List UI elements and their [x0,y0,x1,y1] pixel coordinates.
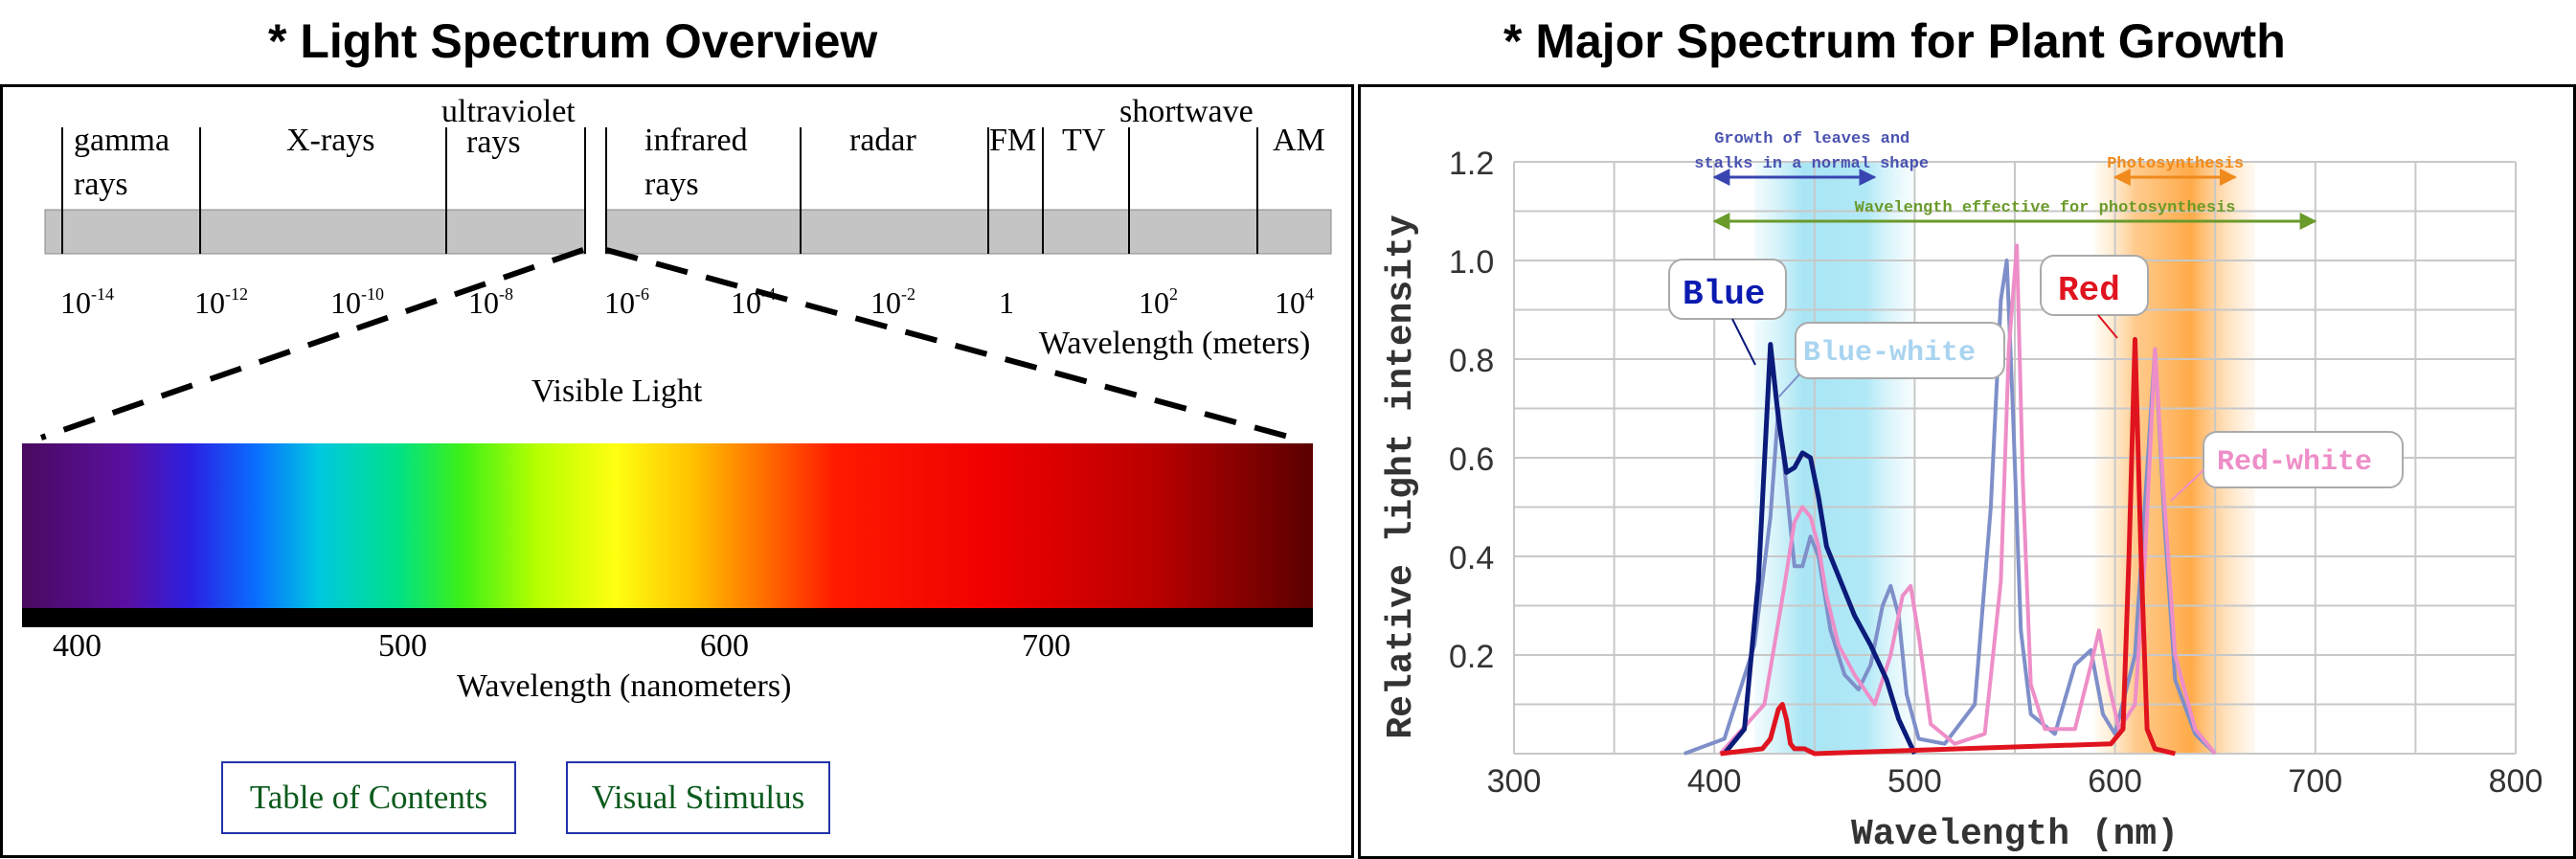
annotation-growth-line1: Growth of leaves and [1714,130,1909,148]
label-red-white-text: Red-white [2217,446,2372,479]
label-blue-white-text: Blue-white [1803,337,1976,370]
nm-tick-700: 700 [1022,628,1071,664]
x-axis-label: Wavelength (nm) [1851,814,2179,855]
y-axis-label: Relative light intensity [1381,215,1422,738]
em-tick-1e-8: 10-8 [468,284,513,320]
visible-zoom-lines [40,247,1293,441]
band-label-am: AM [1273,123,1325,158]
series-line-blue [1722,342,1917,756]
x-tick-label: 500 [1887,763,1942,800]
band-label-xrays: X-rays [286,123,375,158]
band-label-ultraviolet-2: rays [466,124,521,160]
band-label-gamma-1: gamma [74,123,169,158]
x-tick-label: 400 [1687,763,1742,800]
table-of-contents-button[interactable]: Table of Contents [221,761,516,834]
annotation-effective-wavelength: Wavelength effective for photosynthesis [1855,199,2236,217]
em-bar-right [605,209,1332,255]
em-spectrum-diagram: gamma rays X-rays ultraviolet rays infra… [22,94,1332,704]
em-tick-1e-2: 10-2 [870,284,915,320]
nm-tick-400: 400 [53,628,102,664]
band-label-tv: TV [1062,123,1106,158]
em-tick-1: 1 [999,285,1014,320]
label-blue-text: Blue [1683,275,1765,314]
band-label-radar: radar [849,123,917,158]
spectrum-series [1683,243,2217,757]
x-tick-label: 800 [2489,763,2543,800]
band-label-gamma-2: rays [74,167,128,202]
band-label-fm: FM [989,123,1036,158]
plant-growth-panel: 0.2 0.4 0.6 0.8 1.0 1.2 300 400 500 600 700 800 Re… [1358,84,2576,859]
plant-spectrum-chart: 0.2 0.4 0.6 0.8 1.0 1.2 300 400 500 600 700 800 Re… [1381,130,2543,855]
em-tick-1e-14: 10-14 [60,284,114,320]
em-tick-1e-4: 10-4 [731,284,776,320]
y-tick-label: 0.8 [1449,343,1494,379]
nm-axis-label: Wavelength (nanometers) [457,668,791,704]
em-tick-1e2: 102 [1139,284,1178,320]
y-tick-label: 0.6 [1449,441,1494,478]
em-tick-1e4: 104 [1275,284,1314,320]
annotation-photosynthesis: Photosynthesis [2107,155,2244,173]
em-tick-1e-6: 10-6 [604,284,649,320]
series-line-blue-white [1683,259,2217,756]
em-tick-1e-12: 10-12 [194,284,248,320]
nm-tick-500: 500 [378,628,427,664]
label-red-text: Red [2058,271,2120,310]
nm-tick-600: 600 [700,628,749,664]
visual-stimulus-button[interactable]: Visual Stimulus [566,761,830,834]
y-tick-label: 0.4 [1449,540,1494,576]
x-tick-label: 700 [2288,763,2342,800]
em-band-dividers [61,127,1258,254]
em-bar-left [44,209,586,255]
visible-light-label: Visible Light [531,373,703,409]
y-tick-label: 1.0 [1449,244,1494,281]
band-label-ultraviolet-1: ultraviolet [441,94,576,129]
band-label-shortwave: shortwave [1119,94,1254,129]
x-tick-label: 600 [2088,763,2142,800]
light-spectrum-panel: gamma rays X-rays ultraviolet rays infra… [0,84,1354,858]
em-tick-1e-10: 10-10 [330,284,384,320]
label-red: Red [2040,255,2149,339]
annotation-growth-line2: stalks in a normal shape [1694,155,1929,173]
series-line-red [1720,336,2176,757]
band-label-infrared-2: rays [644,167,699,202]
visible-spectrum-gradient [22,443,1313,608]
label-blue-white: Blue-white [1777,322,2005,398]
wavelength-meters-label: Wavelength (meters) [1039,326,1310,361]
visible-spectrum-baseline [22,608,1313,627]
label-red-white: Red-white [2170,431,2404,502]
y-tick-label: 1.2 [1449,146,1494,182]
y-tick-label: 0.2 [1449,639,1494,675]
label-blue: Blue [1668,259,1787,366]
left-panel-title: * Light Spectrum Overview [268,14,878,68]
series-line-red-white [1719,243,2217,756]
x-tick-label: 300 [1487,763,1542,800]
band-label-infrared-1: infrared [644,123,748,158]
right-panel-title: * Major Spectrum for Plant Growth [1503,14,2286,68]
